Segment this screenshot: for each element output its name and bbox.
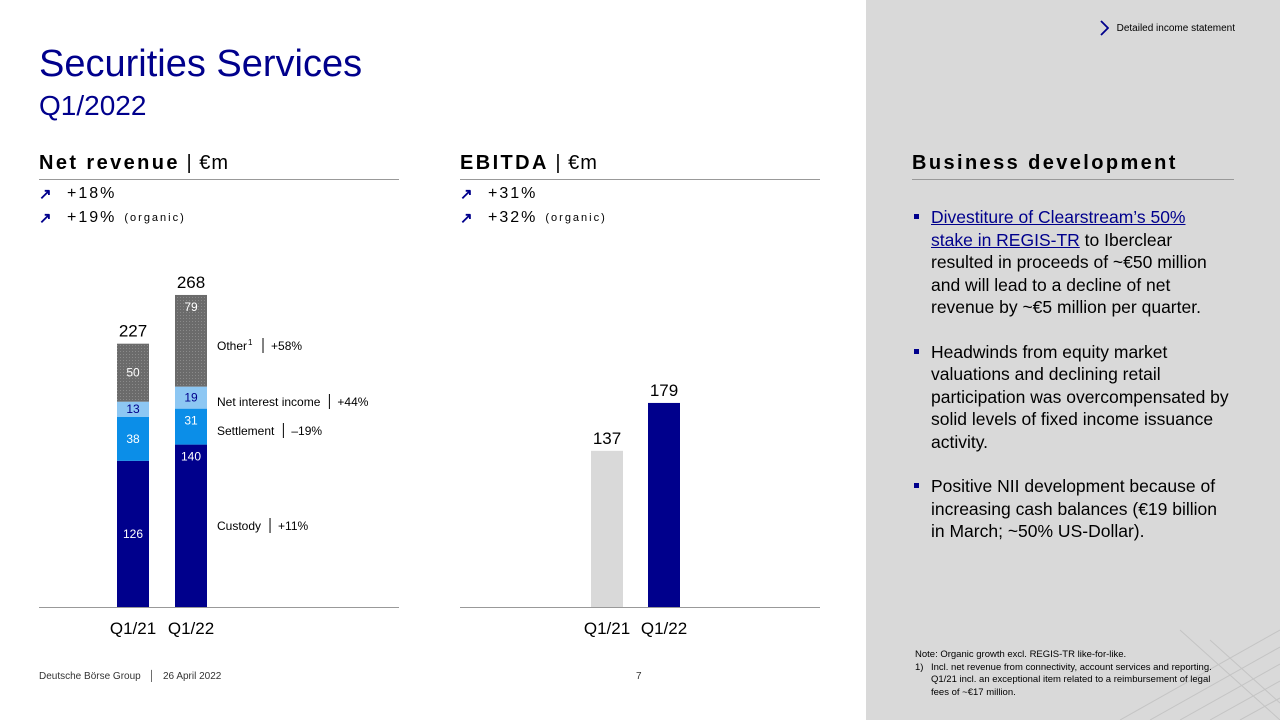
ebitda-growth-value: +31%: [488, 185, 538, 202]
bar-segment-custody-Q1-22: [175, 444, 207, 607]
arrow-up-right-icon: ↗: [460, 210, 475, 227]
arrow-up-right-icon: ↗: [39, 210, 54, 227]
ebitda-growth-organic-value: +32%: [488, 209, 538, 226]
bar-segment-other-Q1-22: [175, 294, 207, 387]
bar-segment-net-interest-income-Q1-21: [117, 401, 149, 417]
legend-growth-custody: +11%: [278, 519, 308, 533]
segment-value-label: 140: [181, 450, 201, 464]
business-development-heading-text: Business development: [912, 152, 1178, 174]
ebitda-unit: | €m: [548, 152, 598, 174]
net-revenue-growth-organic-value: +19%: [67, 209, 117, 226]
bar-segment-settlement-Q1-22: [175, 408, 207, 445]
category-label: Q1/21: [584, 619, 630, 638]
detailed-income-statement-label: Detailed income statement: [1116, 22, 1235, 34]
footer: Deutsche Börse Group │ 26 April 2022: [39, 671, 221, 682]
ebitda-growth-organic: ↗ +32% (organic): [460, 209, 607, 227]
ebitda-growth: ↗ +31%: [460, 185, 537, 203]
net-revenue-unit: | €m: [179, 152, 229, 174]
bullet-item: Positive NII development because of incr…: [912, 475, 1232, 543]
bullet-square-icon: [914, 348, 919, 354]
segment-value-label: 38: [126, 432, 140, 446]
chevron-right-icon: [1099, 20, 1109, 36]
bullet-text: Positive NII development because of incr…: [931, 476, 1218, 541]
legend-footnote-marker: 1: [248, 338, 253, 347]
net-revenue-growth-organic: ↗ +19% (organic): [39, 209, 186, 227]
legend-label-settlement: Settlement: [217, 424, 275, 438]
bar-total-label: 268: [177, 273, 205, 292]
right-panel: [866, 0, 1280, 720]
bullet-item: Headwinds from equity market valuations …: [912, 341, 1232, 454]
business-development-list: Divestiture of Clearstream’s 50% stake i…: [912, 206, 1232, 565]
ebitda-value-label: 179: [650, 381, 678, 400]
organic-label: (organic): [545, 212, 607, 224]
ebitda-bar-Q1-22: [648, 402, 680, 607]
ebitda-value-label: 137: [593, 429, 621, 448]
bar-total-label: 227: [119, 322, 147, 341]
net-revenue-heading-text: Net revenue: [39, 152, 180, 174]
category-label: Q1/21: [110, 619, 156, 638]
detailed-income-statement-link[interactable]: Detailed income statement: [1099, 20, 1235, 36]
page-number: 7: [636, 671, 642, 682]
ebitda-heading: EBITDA | €m: [460, 152, 820, 180]
legend-label-other: Other: [217, 339, 247, 353]
net-revenue-growth-value: +18%: [67, 185, 117, 202]
ebitda-heading-text: EBITDA: [460, 152, 549, 174]
arrow-up-right-icon: ↗: [39, 186, 54, 203]
bullet-square-icon: [914, 483, 919, 488]
charts-canvas: 126 38 13 50 227 Q1/21 140 31 19 79 268 Q1/22 Custod…: [39, 273, 820, 638]
legend-growth-settlement: –19%: [291, 424, 322, 438]
bullet-text: Headwinds from equity market valuations …: [931, 341, 1229, 452]
bullet-item: Divestiture of Clearstream’s 50% stake i…: [912, 206, 1232, 319]
legend-label-custody: Custody: [217, 519, 261, 533]
footer-company: Deutsche Börse Group: [39, 671, 141, 682]
segment-value-label: 13: [126, 402, 140, 416]
business-development-heading: Business development: [912, 152, 1234, 180]
segment-value-label: 126: [123, 527, 143, 541]
category-label: Q1/22: [168, 619, 214, 638]
net-revenue-heading: Net revenue | €m: [39, 152, 399, 180]
category-label: Q1/22: [641, 619, 687, 638]
footer-date: 26 April 2022: [162, 671, 222, 682]
bar-segment-custody-Q1-21: [117, 460, 149, 607]
bar-segment-net-interest-income-Q1-22: [175, 386, 207, 409]
footer-separator: │: [148, 671, 155, 682]
regis-tr-divestiture-link[interactable]: Divestiture of Clearstream’s 50% stake i…: [931, 207, 1186, 250]
segment-value-label: 79: [184, 300, 198, 314]
organic-label: (organic): [124, 212, 186, 224]
bar-segment-settlement-Q1-21: [117, 416, 149, 461]
page-subtitle: Q1/2022: [39, 90, 147, 121]
arrow-up-right-icon: ↗: [460, 186, 475, 203]
footnote-block: Note: Organic growth excl. REGIS-TR like…: [915, 649, 1225, 699]
bullet-square-icon: [914, 214, 919, 219]
net-revenue-growth: ↗ +18%: [39, 185, 116, 203]
ebitda-bar-Q1-21: [591, 450, 623, 607]
decorative-lines: [1119, 629, 1280, 720]
legend-label-net-interest-income: Net interest income: [217, 395, 321, 409]
legend-growth-net-interest-income: +44%: [337, 395, 368, 409]
segment-value-label: 31: [184, 414, 198, 428]
bullet-text: to Iberclear resulted in proceeds of ~€5…: [931, 229, 1207, 318]
segment-value-label: 50: [126, 366, 140, 380]
segment-value-label: 19: [184, 391, 198, 405]
footnote-text: Incl. net revenue from connectivity, acc…: [931, 661, 1212, 698]
legend-growth-other: +58%: [271, 339, 302, 353]
bar-segment-other-Q1-21: [117, 343, 149, 402]
page-title: Securities Services: [39, 43, 363, 85]
note-line: Note: Organic growth excl. REGIS-TR like…: [915, 649, 1127, 660]
footnote-1: 1) Incl. net revenue from connectivity, …: [915, 662, 1225, 700]
footnote-number: 1): [915, 661, 924, 673]
